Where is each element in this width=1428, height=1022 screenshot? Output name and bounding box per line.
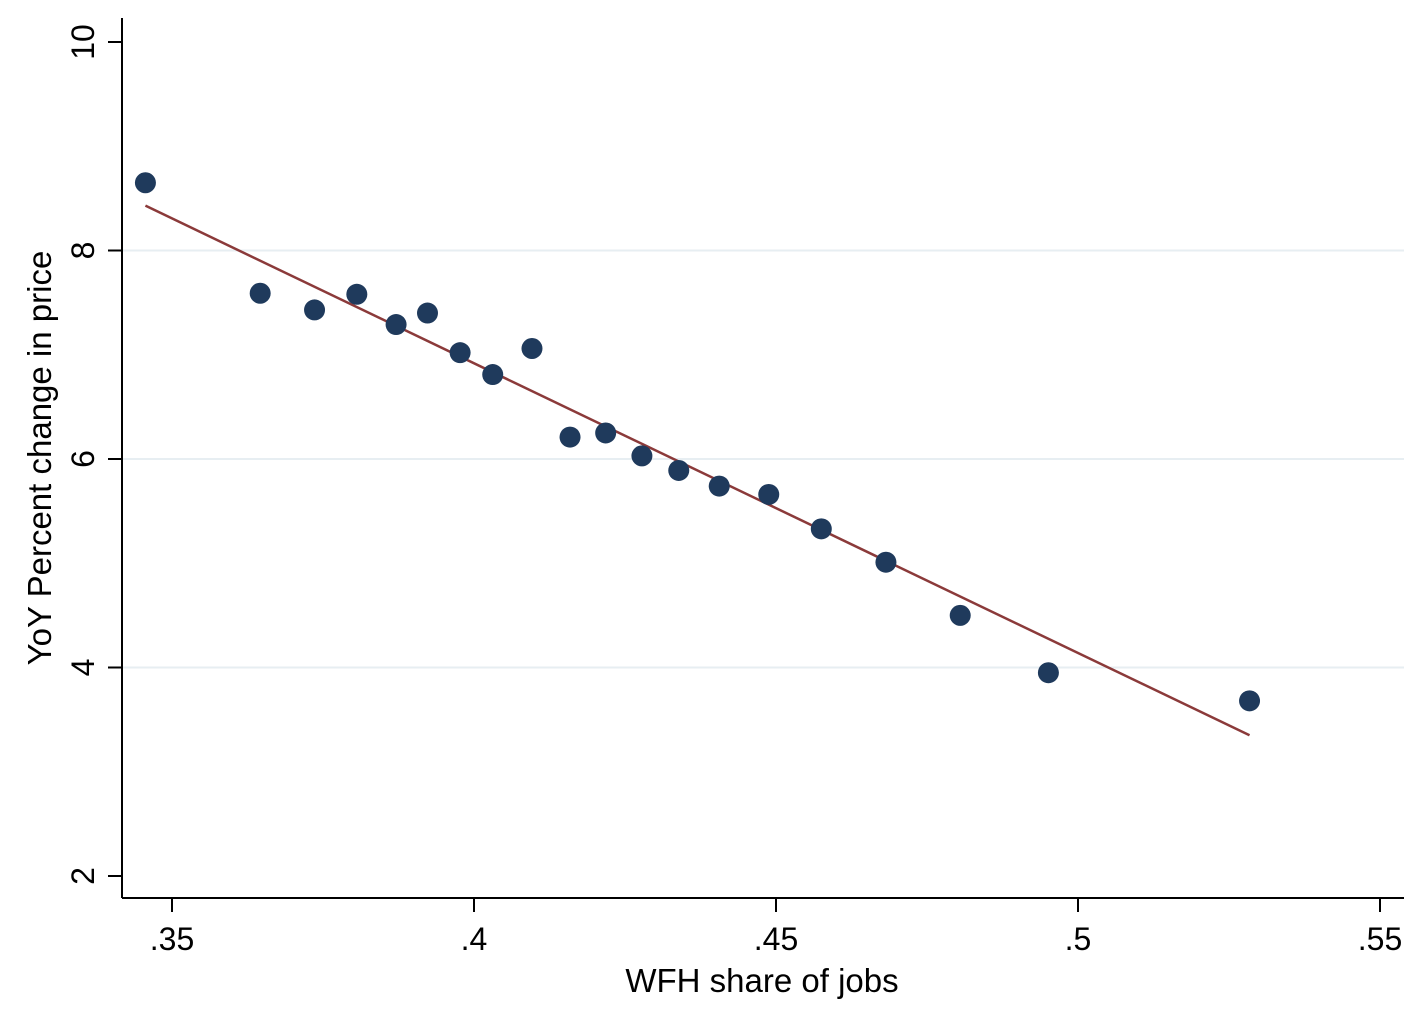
data-point-18 (1037, 662, 1059, 684)
y-tick-label-2: 6 (65, 450, 101, 468)
data-point-17 (949, 604, 971, 626)
y-axis-title: YoY Percent change in price (21, 251, 58, 666)
data-point-4 (385, 314, 407, 336)
data-point-19 (1239, 690, 1261, 712)
data-point-2 (304, 299, 326, 321)
data-point-6 (449, 342, 471, 364)
x-tick-label-1: .4 (461, 921, 488, 957)
y-tick-label-0: 2 (65, 867, 101, 885)
data-point-16 (875, 551, 897, 573)
x-tick-label-4: .55 (1358, 921, 1402, 957)
data-point-12 (668, 459, 690, 481)
y-tick-label-3: 8 (65, 242, 101, 260)
fit-line (144, 204, 1251, 737)
ticks: 2 4 6 8 10 .35 .4 .45 .5 .55 (65, 24, 1402, 957)
y-tick-label-1: 4 (65, 659, 101, 677)
data-point-14 (758, 483, 780, 505)
x-tick-label-2: .45 (754, 921, 798, 957)
data-point-9 (559, 426, 581, 448)
x-axis-title: WFH share of jobs (625, 962, 898, 999)
data-point-5 (416, 302, 438, 324)
x-tick-label-0: .35 (150, 921, 194, 957)
data-point-0 (134, 172, 156, 194)
fit-line-layer (144, 204, 1251, 737)
data-point-10 (595, 422, 617, 444)
data-point-15 (810, 518, 832, 540)
data-points (134, 172, 1261, 712)
data-point-3 (346, 283, 368, 305)
data-point-8 (521, 337, 543, 359)
data-point-11 (631, 445, 653, 467)
data-point-1 (249, 282, 271, 304)
y-tick-label-4: 10 (65, 24, 101, 60)
x-tick-label-3: .5 (1065, 921, 1092, 957)
grid-lines (122, 249, 1404, 669)
data-point-7 (482, 364, 504, 386)
data-point-13 (708, 475, 730, 497)
